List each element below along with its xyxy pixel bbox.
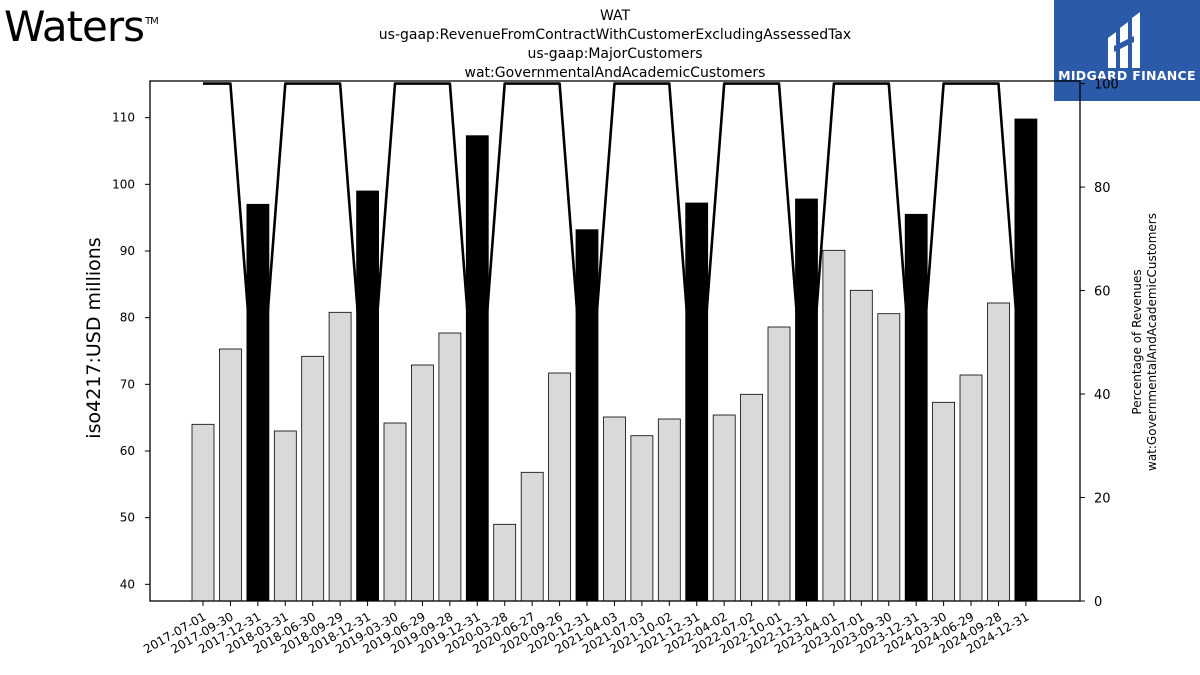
y-tick-label: 110 [112,111,135,125]
plot-frame [149,80,1081,602]
logo-text: Waters [4,2,145,51]
line-layer [203,82,1028,442]
bar-quarter [740,393,763,602]
y-tick-label: 70 [120,377,135,391]
bar-annual [795,198,818,602]
y-tick-label: 40 [120,577,135,591]
midgard-finance-logo: MIDGARD FINANCE [1054,0,1200,101]
bar-quarter [849,289,873,602]
y-tick-label: 60 [120,444,135,458]
bar-quarter [548,372,571,602]
bar-annual [575,229,599,602]
bar-quarter [603,416,626,602]
bar-quarter [520,471,544,602]
chart-title: WAT us-gaap:RevenueFromContractWithCusto… [300,7,930,83]
title-axis: us-gaap:MajorCustomers [527,46,703,62]
midgard-mark-icon [1108,12,1140,68]
y-tick-label: 50 [120,511,135,525]
bar-annual [356,190,380,602]
y2-tick-label: 80 [1094,181,1111,196]
y-tick-label: 80 [120,311,135,325]
bar-quarter [273,430,297,602]
bar-quarter [630,435,654,602]
bar-quarter [493,523,517,602]
title-ticker: WAT [599,8,631,24]
bar-quarter [822,249,846,602]
bar-annual [465,135,489,602]
brand-name: MIDGARD FINANCE [1058,68,1196,83]
title-concept: us-gaap:RevenueFromContractWithCustomerE… [378,27,852,43]
y2-axis-label-line2: wat:GovernmentalAndAcademicCustomers [1145,213,1159,471]
bar-quarter [959,374,983,602]
y2-axis-label-line1: Percentage of Revenues [1130,269,1144,414]
bar-quarter [410,364,434,602]
bar-quarter [657,418,681,602]
y-axis-label: iso4217:USD millions [83,237,105,438]
bar-quarter [932,401,955,602]
bars-layer [191,118,1038,602]
y-tick-label: 100 [112,177,135,191]
waters-logo: WatersTM [4,2,159,51]
bar-annual [904,213,928,602]
bar-annual [1014,118,1038,602]
bar-quarter [987,302,1010,602]
y2-tick-label: 60 [1094,285,1111,300]
bar-quarter [328,311,352,602]
y2-tick-label: 100 [1094,78,1119,93]
bar-quarter [767,326,791,602]
y2-tick-label: 0 [1094,595,1102,610]
bar-quarter [712,414,736,602]
trademark-mark: TM [145,16,159,27]
bar-quarter [438,332,462,602]
y-tick-label: 90 [120,244,135,258]
bar-quarter [218,348,242,602]
y2-tick-label: 40 [1094,388,1111,403]
y2-tick-label: 20 [1094,492,1111,507]
bar-quarter [301,355,325,602]
title-member: wat:GovernmentalAndAcademicCustomers [464,65,766,81]
percentage-line [203,82,1028,442]
bar-annual [246,203,270,602]
bar-quarter [191,423,215,602]
bar-annual [685,202,709,602]
bar-quarter [383,422,407,602]
bar-quarter [877,313,901,602]
